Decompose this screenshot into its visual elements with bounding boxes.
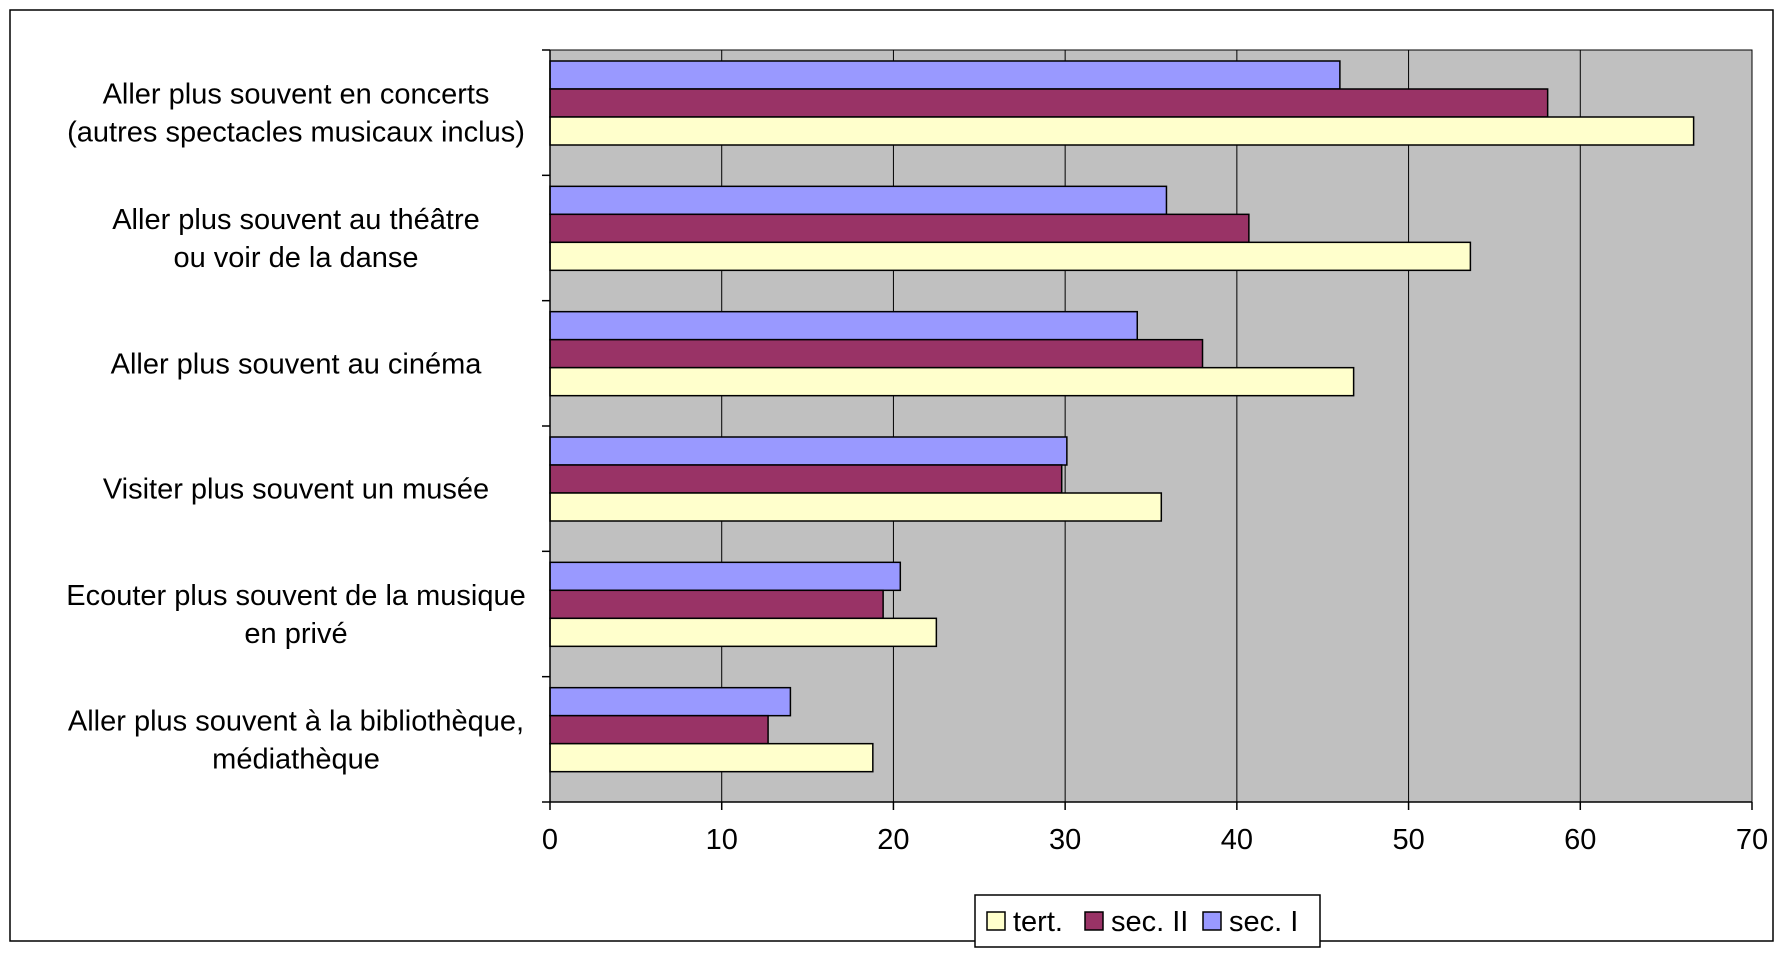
bar-sec-ii xyxy=(549,714,769,745)
category-label: Aller plus souvent en concerts (autres sp… xyxy=(67,79,525,149)
legend-box xyxy=(974,894,1321,948)
legend-swatch xyxy=(986,911,1006,931)
category-label-line: Aller plus souvent au cinéma xyxy=(111,348,483,380)
x-tick-label: 0 xyxy=(542,824,558,856)
bar-sec-i xyxy=(549,686,792,717)
x-tick-label: 10 xyxy=(706,824,738,856)
x-tick-label: 50 xyxy=(1392,824,1424,856)
x-tick-label: 60 xyxy=(1564,824,1596,856)
bar-sec-ii xyxy=(549,213,1250,244)
legend-swatch xyxy=(1202,911,1222,931)
category-label-line: (autres spectacles musicaux inclus) xyxy=(67,117,525,149)
bars xyxy=(549,60,1695,773)
category-label-line: en privé xyxy=(244,618,347,650)
category-labels: Aller plus souvent en concerts (autres sp… xyxy=(66,79,525,776)
bar-sec-ii xyxy=(549,589,884,620)
category-label-line: Aller plus souvent en concerts xyxy=(103,79,490,111)
legend: tert. sec. II sec. I xyxy=(974,894,1321,948)
legend-label: sec. II xyxy=(1111,906,1188,938)
legend-swatch xyxy=(1084,911,1104,931)
bar-sec-i xyxy=(549,436,1068,466)
legend-label: sec. I xyxy=(1229,906,1298,938)
category-label-line: ou voir de la danse xyxy=(173,242,418,274)
axes: 0 10 20 30 40 50 60 70 xyxy=(542,49,1768,856)
category-label: Visiter plus souvent un musée xyxy=(103,474,489,506)
grid-lines xyxy=(721,50,1581,802)
bar-sec-i xyxy=(549,310,1139,341)
category-label: Ecouter plus souvent de la musique en pri… xyxy=(66,580,525,650)
category-label-line: Ecouter plus souvent de la musique xyxy=(66,580,525,612)
bar-sec-ii xyxy=(549,88,1549,118)
bar-tert xyxy=(549,742,874,773)
bar-tert xyxy=(549,366,1355,397)
bar-tert xyxy=(549,116,1695,146)
legend-label: tert. xyxy=(1013,906,1063,938)
category-label: Aller plus souvent au théâtre ou voir de … xyxy=(112,204,480,274)
x-tick-label: 70 xyxy=(1736,824,1768,856)
category-label: Aller plus souvent à la bibliothèque, méd… xyxy=(68,705,524,775)
bar-sec-i xyxy=(549,561,902,592)
category-label-line: médiathèque xyxy=(212,743,380,775)
plot-area xyxy=(549,49,1753,803)
bar-sec-ii xyxy=(549,338,1204,369)
bar-sec-i xyxy=(549,60,1341,90)
category-label: Aller plus souvent au cinéma xyxy=(111,348,483,380)
x-tick-label: 30 xyxy=(1049,824,1081,856)
category-label-line: Aller plus souvent à la bibliothèque, xyxy=(68,705,524,737)
bar-tert xyxy=(549,241,1472,272)
category-label-line: Visiter plus souvent un musée xyxy=(103,474,489,506)
x-tick-label: 20 xyxy=(877,824,909,856)
category-label-line: Aller plus souvent au théâtre xyxy=(112,204,480,236)
bar-sec-i xyxy=(549,185,1168,216)
bar-tert xyxy=(549,617,938,648)
x-tick-label: 40 xyxy=(1221,824,1253,856)
bar-sec-ii xyxy=(549,464,1063,494)
bar-tert xyxy=(549,492,1163,522)
